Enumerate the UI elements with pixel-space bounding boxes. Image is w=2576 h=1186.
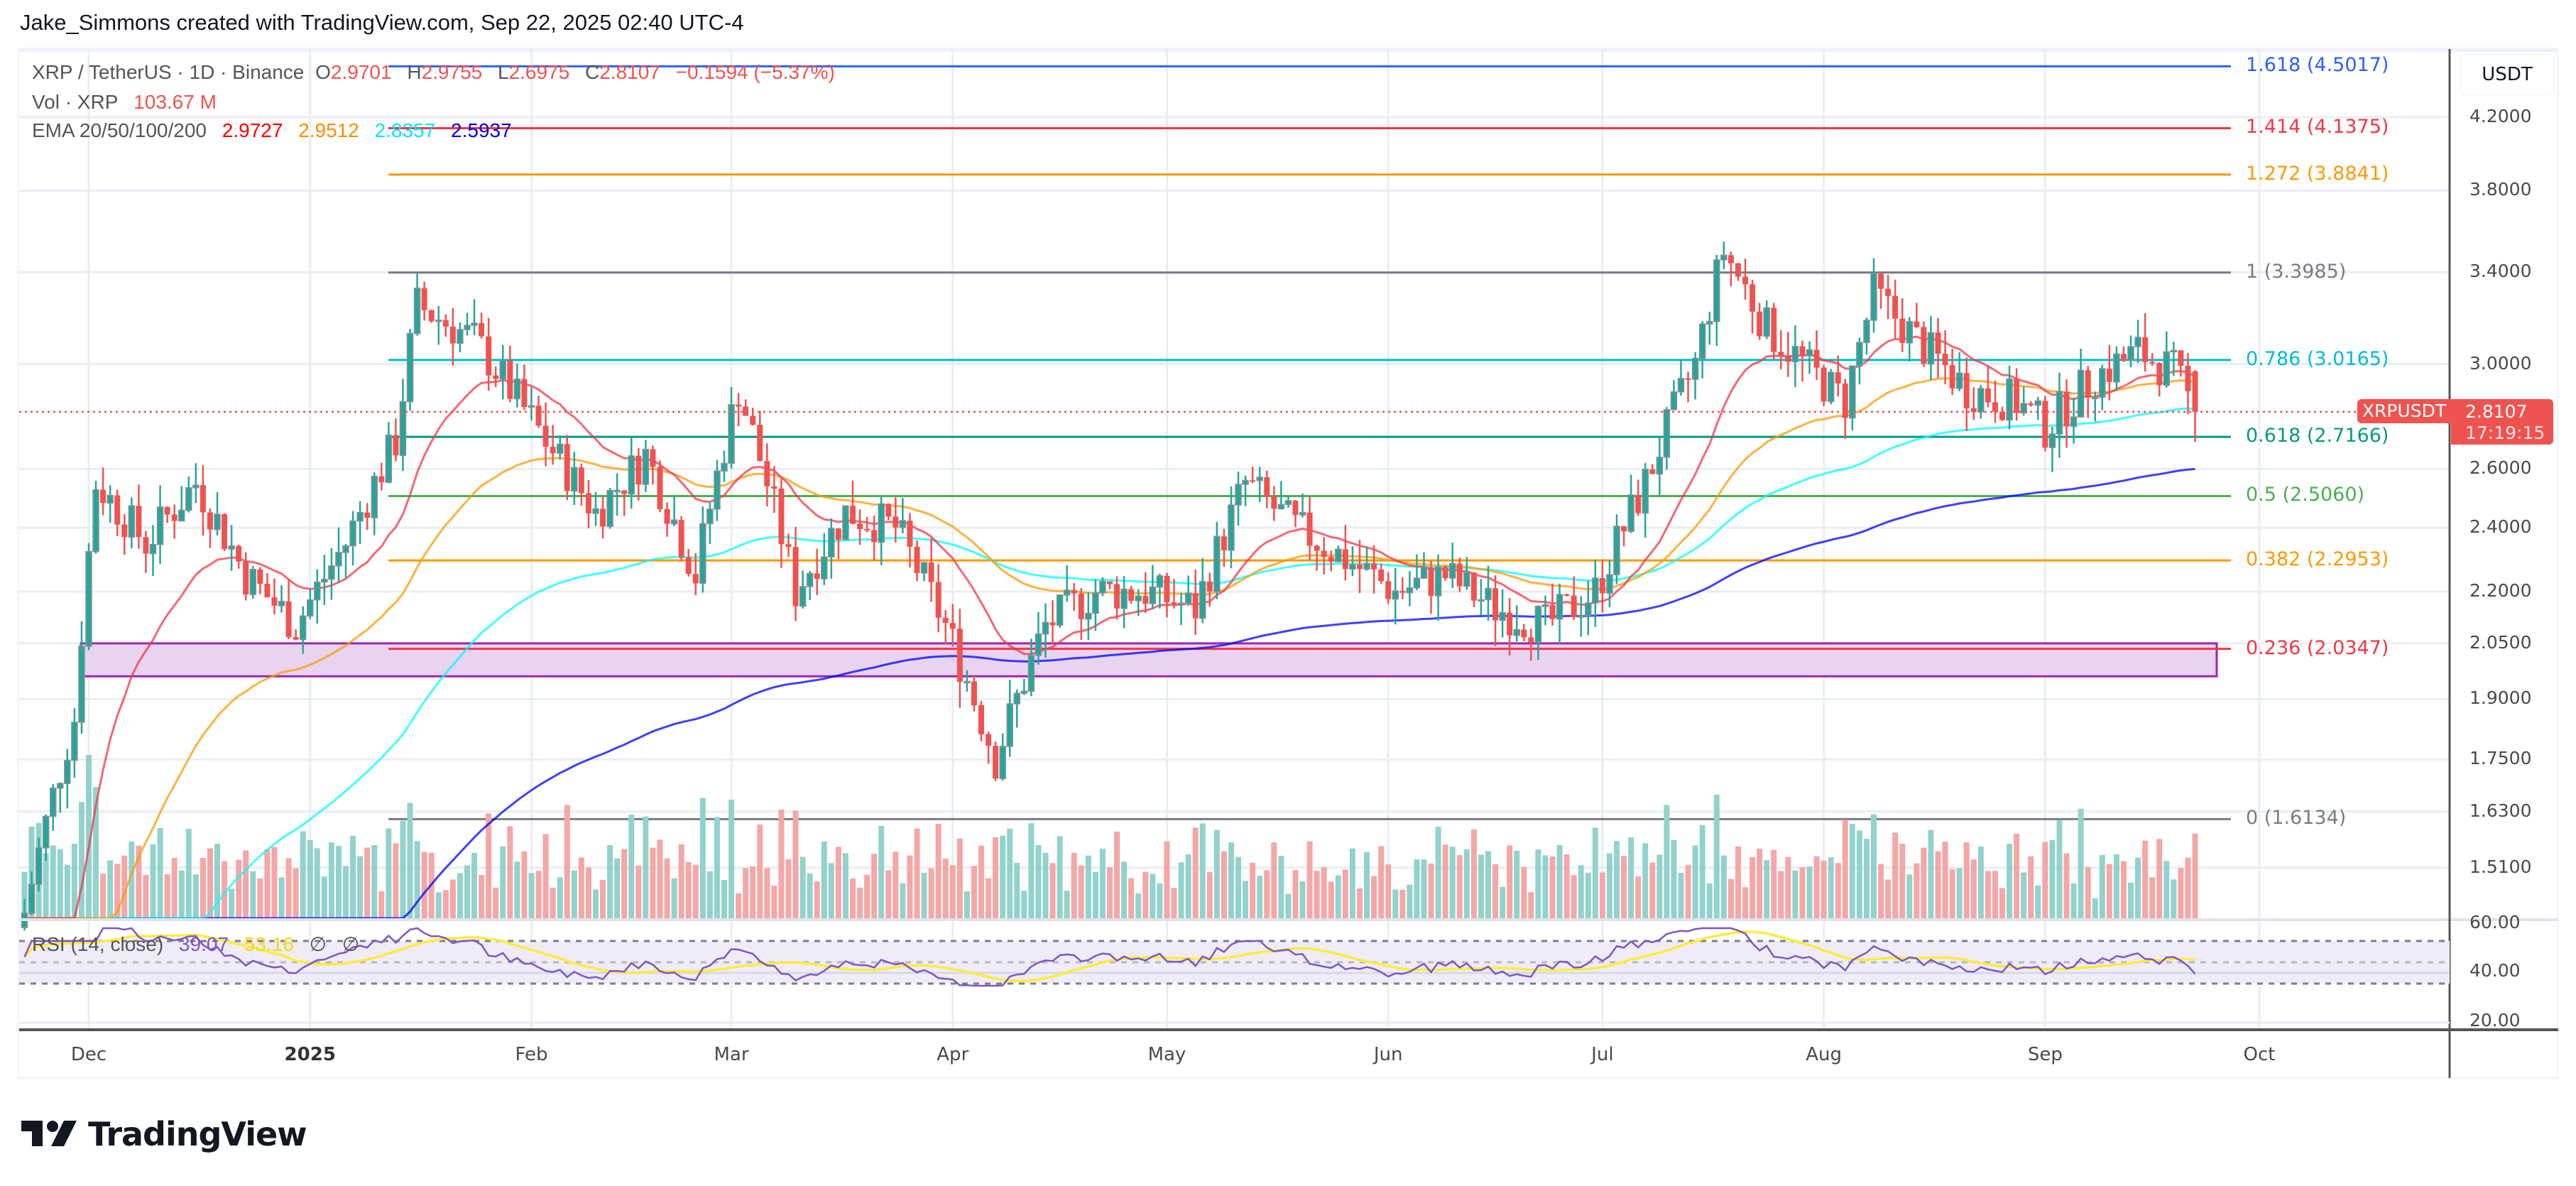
rsi-ma-value: 53.16: [244, 933, 294, 955]
ema20-line: [24, 335, 2196, 920]
gridlines: [19, 49, 2558, 1030]
time-label: Dec: [70, 1044, 107, 1065]
rsi-na-1: ∅: [309, 933, 327, 955]
ema100-value: 2.8357: [374, 119, 436, 141]
ohlc-open: O2.9701: [315, 61, 392, 83]
time-label: Sep: [2027, 1044, 2063, 1065]
price-tick: 3.0000: [2469, 352, 2532, 374]
time-label: Apr: [937, 1044, 969, 1065]
current-price-tag: 2.8107 17:19:15: [2451, 399, 2553, 445]
candlesticks[interactable]: [21, 241, 2198, 931]
tradingview-logo[interactable]: TradingView: [21, 1115, 307, 1153]
price-tick: 2.4000: [2469, 516, 2532, 538]
price-tick: 3.4000: [2469, 261, 2532, 282]
fib-level-label: 0.618 (2.7166): [2246, 425, 2389, 447]
rsi-pane[interactable]: [19, 927, 2450, 1024]
fib-level-label: 0.236 (2.0347): [2246, 636, 2389, 659]
ohlc-close: C2.8107: [585, 61, 660, 83]
price-tick: 1.9000: [2469, 687, 2532, 709]
fib-retracement[interactable]: [388, 65, 2231, 820]
fib-level-label: 0 (1.6134): [2246, 807, 2347, 829]
symbol-price-tag: XRPUSDT: [2357, 399, 2451, 423]
rsi-line: [23, 927, 2196, 987]
rsi-ma-line: [23, 930, 2195, 983]
volume-value: 103.67 M: [133, 91, 217, 113]
price-tick: 4.2000: [2469, 106, 2532, 126]
ema-label[interactable]: EMA 20/50/100/200: [32, 119, 207, 141]
fib-level-label: 0.786 (3.0165): [2246, 347, 2389, 370]
ohlc-change: −0.1594 (−5.37%): [675, 61, 835, 83]
rsi-value: 39.07: [178, 933, 229, 955]
ema-lines: [24, 335, 2196, 920]
rsi-tick: 20.00: [2469, 1010, 2521, 1030]
symbol-legend: XRP / TetherUS · 1D · Binance O2.9701 H2…: [32, 61, 841, 84]
ohlc-low: L2.6975: [498, 61, 570, 83]
rsi-legend: RSI (14, close) 39.07 53.16 ∅ ∅: [32, 932, 365, 956]
chart-attribution: Jake_Simmons created with TradingView.co…: [20, 10, 744, 35]
fib-level-label: 1.272 (3.8841): [2246, 162, 2389, 185]
fib-level-label: 1.414 (4.1375): [2246, 116, 2389, 138]
time-label: Jun: [1373, 1044, 1403, 1065]
time-label: Jul: [1591, 1044, 1614, 1065]
tradingview-logo-text: TradingView: [88, 1115, 307, 1153]
fib-level-label: 0.382 (2.2953): [2246, 548, 2389, 571]
price-tick: 2.6000: [2469, 457, 2532, 479]
price-tick: 2.2000: [2469, 580, 2532, 601]
fib-level-label: 1 (3.3985): [2246, 260, 2347, 283]
price-tick: 1.7500: [2469, 748, 2532, 769]
rsi-label[interactable]: RSI (14, close): [32, 933, 164, 955]
time-label: Mar: [714, 1044, 749, 1065]
time-label: May: [1147, 1044, 1186, 1065]
ema50-line: [24, 377, 2195, 920]
ema200-value: 2.5937: [451, 119, 512, 141]
time-label: 2025: [284, 1044, 336, 1065]
time-label: Feb: [515, 1044, 548, 1065]
ema50-value: 2.9512: [298, 119, 359, 141]
price-tick: 1.6300: [2469, 800, 2532, 821]
fib-level-label: 1.618 (4.5017): [2246, 54, 2389, 77]
price-tick: 3.8000: [2469, 179, 2532, 200]
bar-countdown: 17:19:15: [2465, 423, 2545, 443]
price-tick: 2.0500: [2469, 631, 2532, 653]
ema20-value: 2.9727: [222, 119, 283, 141]
volume-bars: [21, 755, 2198, 918]
chart-frame: [18, 48, 2558, 1079]
rsi-tick: 40.00: [2469, 960, 2521, 981]
symbol-title[interactable]: XRP / TetherUS · 1D · Binance: [32, 61, 305, 83]
time-label: Oct: [2243, 1044, 2276, 1065]
volume-label[interactable]: Vol · XRP: [32, 91, 119, 113]
ohlc-high: H2.9755: [407, 61, 483, 83]
volume-legend: Vol · XRP 103.67 M: [32, 91, 222, 114]
rsi-tick: 60.00: [2469, 912, 2521, 932]
ema100-line: [24, 407, 2195, 920]
ema-legend: EMA 20/50/100/200 2.9727 2.9512 2.8357 2…: [32, 119, 518, 142]
current-price: 2.8107: [2465, 401, 2528, 422]
time-label: Aug: [1806, 1044, 1842, 1065]
currency-unit-button[interactable]: USDT: [2460, 54, 2554, 95]
price-tick: 1.5100: [2469, 856, 2532, 877]
fib-level-label: 0.5 (2.5060): [2246, 484, 2365, 506]
tradingview-logo-icon: [21, 1121, 77, 1146]
rsi-na-2: ∅: [342, 933, 360, 955]
